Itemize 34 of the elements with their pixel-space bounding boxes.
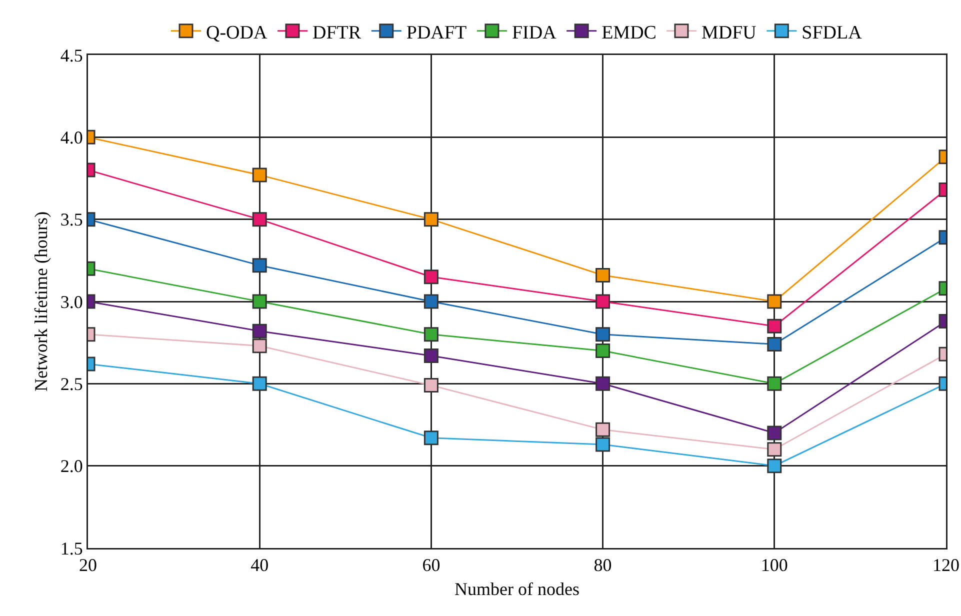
legend-label: PDAFT bbox=[406, 22, 467, 44]
x-tick-label: 80 bbox=[594, 555, 612, 576]
point bbox=[424, 327, 438, 342]
legend-label: Q-ODA bbox=[206, 22, 268, 44]
x-tick-label: 100 bbox=[760, 555, 788, 576]
y-tick-label: 3.0 bbox=[60, 292, 83, 312]
x-tick-label: 60 bbox=[422, 555, 440, 576]
point bbox=[596, 376, 610, 391]
y-axis-title: Network lifetime (hours) bbox=[30, 212, 51, 392]
legend-label: FIDA bbox=[512, 22, 557, 44]
y-tick-label: 4.0 bbox=[60, 127, 83, 148]
point bbox=[596, 327, 610, 342]
point bbox=[424, 294, 438, 309]
point bbox=[424, 378, 438, 393]
x-tick-label: 40 bbox=[250, 555, 269, 576]
point bbox=[596, 437, 610, 452]
point bbox=[596, 268, 610, 282]
point bbox=[596, 294, 610, 309]
y-tick-label: 4.5 bbox=[60, 45, 83, 66]
y-tick-label: 2.5 bbox=[60, 374, 83, 394]
point bbox=[424, 212, 438, 227]
y-tick-label: 2.0 bbox=[60, 456, 83, 476]
legend-label: DFTR bbox=[312, 22, 362, 44]
legend-label: SFDLA bbox=[802, 22, 862, 44]
point bbox=[424, 348, 438, 363]
legend-label: EMDC bbox=[602, 22, 656, 44]
point bbox=[424, 430, 438, 446]
point bbox=[596, 344, 610, 358]
point bbox=[596, 422, 610, 437]
y-tick-label: 3.5 bbox=[60, 210, 83, 230]
legend-label: MDFU bbox=[701, 22, 757, 44]
x-tick-label: 120 bbox=[932, 555, 960, 576]
point bbox=[424, 270, 438, 284]
x-axis-title: Number of nodes bbox=[454, 578, 580, 599]
